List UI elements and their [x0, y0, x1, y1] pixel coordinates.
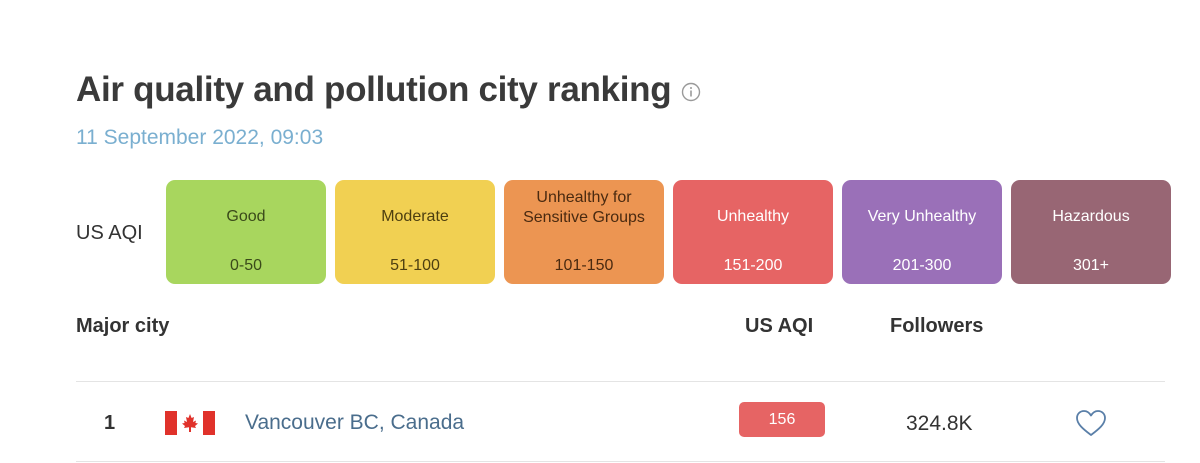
title-row: Air quality and pollution city ranking: [76, 70, 701, 110]
row-rank: 1: [104, 412, 116, 434]
legend-level-name: Good: [226, 208, 266, 225]
page-title: Air quality and pollution city ranking: [76, 70, 672, 109]
legend-level-name: Very Unhealthy: [867, 208, 977, 225]
legend-card-unhealthy: Unhealthy 151-200: [673, 180, 833, 284]
canada-flag-icon: [165, 411, 215, 435]
heart-outline-icon[interactable]: [1075, 409, 1107, 437]
legend-level-name: Unhealthy: [716, 208, 790, 225]
city-link[interactable]: Vancouver BC, Canada: [245, 411, 465, 434]
legend-level-name: Unhealthy for Sensitive Groups: [523, 189, 645, 226]
legend-level-range: 0-50: [229, 257, 263, 274]
legend-card-moderate: Moderate 51-100: [335, 180, 495, 284]
legend-card-unhealthy-sensitive: Unhealthy for Sensitive Groups 101-150: [504, 180, 664, 284]
aqi-legend: Good 0-50 Moderate 51-100 Unhealthy for …: [166, 180, 1171, 284]
column-header-followers[interactable]: Followers: [890, 315, 984, 337]
aqi-value-badge: 156: [739, 402, 825, 437]
followers-count: 324.8K: [906, 412, 973, 435]
legend-level-range: 151-200: [723, 257, 783, 274]
aqi-legend-label: US AQI: [76, 222, 143, 244]
legend-level-name: Hazardous: [1052, 208, 1130, 225]
table-divider: [76, 381, 1165, 382]
info-icon[interactable]: [681, 82, 701, 102]
table-divider: [76, 461, 1165, 462]
legend-level-range: 301+: [1072, 257, 1110, 274]
legend-level-range: 101-150: [554, 257, 614, 274]
legend-card-good: Good 0-50: [166, 180, 326, 284]
column-header-aqi[interactable]: US AQI: [745, 315, 814, 337]
legend-card-hazardous: Hazardous 301+: [1011, 180, 1171, 284]
legend-level-name: Moderate: [381, 208, 449, 225]
legend-level-range: 51-100: [390, 257, 440, 274]
legend-level-range: 201-300: [892, 257, 952, 274]
column-header-city[interactable]: Major city: [76, 315, 170, 337]
legend-card-very-unhealthy: Very Unhealthy 201-300: [842, 180, 1002, 284]
timestamp: 11 September 2022, 09:03: [76, 126, 324, 149]
